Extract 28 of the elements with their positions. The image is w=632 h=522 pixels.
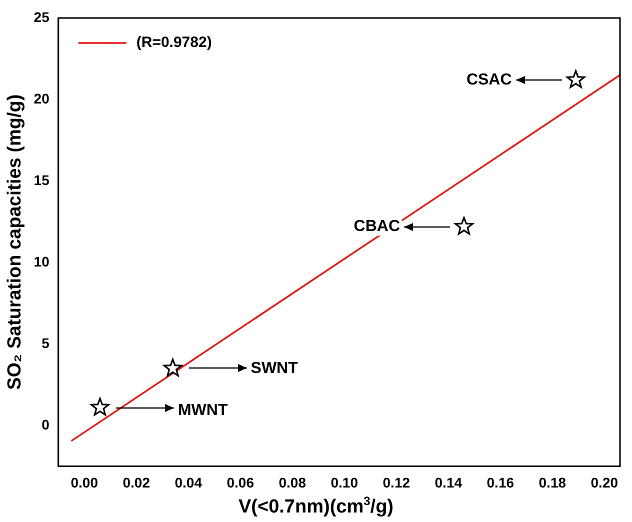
annotation: CSAC: [466, 71, 512, 88]
point: [454, 216, 474, 235]
x-tick-label: 0.18: [538, 474, 566, 490]
legend-label: (R=0.9782): [136, 34, 212, 52]
point: [163, 358, 182, 376]
point: [90, 398, 110, 416]
annotation: SWNT: [250, 360, 298, 377]
x-tick-label: 0.10: [330, 474, 358, 490]
x-tick-label: 0.16: [486, 474, 514, 490]
annotation: MWNT: [178, 402, 228, 419]
x-tick-label: 0.12: [382, 474, 410, 490]
x-tick-label: 0.08: [278, 474, 306, 490]
x-tick-label: 0.04: [174, 474, 202, 490]
x-axis-title: V(<0.7nm)(cm$^{3}$/g): [237, 494, 395, 518]
y-axis-title: SO₂ Saturation capacities (mg/g): [4, 94, 26, 390]
y-tick-label: 0: [42, 416, 50, 432]
y-tick-label: 20: [34, 90, 50, 106]
x-tick-label: 0.06: [226, 474, 254, 490]
annotation: CBAC: [354, 218, 400, 236]
y-tick-label: 15: [34, 172, 50, 188]
y-tick-label: 25: [34, 8, 50, 25]
point: [566, 70, 586, 88]
x-tick-label: 0.00: [70, 474, 98, 490]
y-tick-label: 5: [42, 334, 50, 351]
x-tick-label: 0.14: [434, 474, 462, 490]
x-tick-label: 0.02: [122, 474, 150, 490]
x-tick-label: 0.20: [590, 474, 618, 490]
y-tick-label: 10: [34, 253, 50, 270]
